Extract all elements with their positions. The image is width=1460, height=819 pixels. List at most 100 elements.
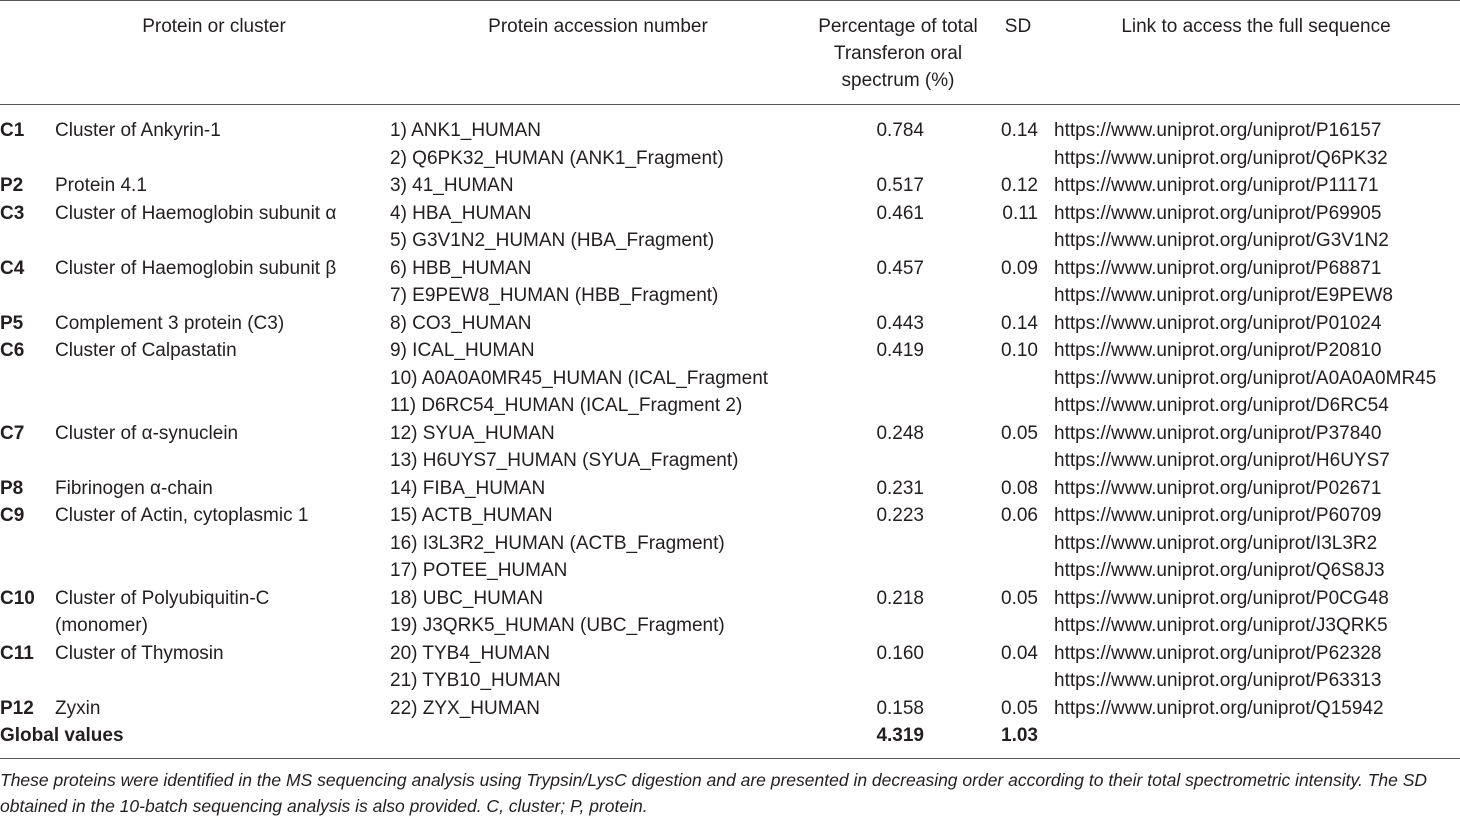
protein-name: Cluster of Haemoglobin subunit α (55, 202, 337, 224)
accession-number: 9) ICAL_HUMAN (390, 340, 535, 361)
protein-name: Cluster of Calpastatin (55, 340, 237, 361)
sd-value: 0.09 (1001, 257, 1038, 279)
sequence-link: https://www.uniprot.org/uniprot/P37840 (1054, 422, 1382, 444)
percentage-value: 0.231 (876, 477, 924, 499)
accession-number: 12) SYUA_HUMAN (390, 422, 555, 444)
sd-value: 0.14 (1001, 312, 1038, 334)
accession-number: 19) J3QRK5_HUMAN (UBC_Fragment) (390, 615, 725, 636)
sd-value: 0.05 (1001, 697, 1038, 719)
sequence-link: https://www.uniprot.org/uniprot/P01024 (1054, 312, 1382, 334)
accession-number: 2) Q6PK32_HUMAN (ANK1_Fragment) (390, 147, 724, 169)
sequence-link: https://www.uniprot.org/uniprot/P62328 (1054, 642, 1382, 664)
percentage-value: 0.160 (876, 642, 924, 664)
sequence-link: https://www.uniprot.org/uniprot/P0CG48 (1054, 587, 1389, 609)
sequence-link: https://www.uniprot.org/uniprot/E9PEW8 (1054, 285, 1393, 306)
protein-name: Cluster of Ankyrin-1 (55, 120, 221, 141)
sd-value: 0.08 (1001, 477, 1038, 499)
row-code: C10 (0, 587, 35, 609)
global-percentage: 4.319 (876, 725, 924, 746)
sd-value: 0.10 (1001, 340, 1038, 361)
sequence-link: https://www.uniprot.org/uniprot/P11171 (1054, 175, 1379, 196)
percentage-value: 0.218 (876, 587, 924, 609)
protein-name: Cluster of Actin, cytoplasmic 1 (55, 505, 309, 526)
accession-number: 16) I3L3R2_HUMAN (ACTB_Fragment) (390, 532, 725, 554)
accession-number: 17) POTEE_HUMAN (390, 560, 568, 581)
protein-name: Fibrinogen α-chain (55, 477, 213, 499)
sequence-link: https://www.uniprot.org/uniprot/P69905 (1054, 202, 1382, 224)
sequence-link: https://www.uniprot.org/uniprot/P60709 (1054, 505, 1382, 526)
protein-name: Cluster of Thymosin (55, 642, 224, 664)
accession-number: 22) ZYX_HUMAN (390, 697, 540, 719)
bottom-rule (0, 758, 1460, 759)
protein-name: (monomer) (55, 615, 148, 636)
sequence-link: https://www.uniprot.org/uniprot/I3L3R2 (1054, 532, 1378, 554)
header-rule (0, 104, 1460, 105)
sd-value: 0.11 (1002, 202, 1038, 224)
top-rule (0, 0, 1460, 1)
sequence-link: https://www.uniprot.org/uniprot/P20810 (1054, 340, 1382, 361)
protein-name: Zyxin (55, 697, 101, 719)
protein-name: Protein 4.1 (55, 175, 147, 196)
protein-name: Cluster of α-synuclein (55, 422, 239, 444)
global-values-label: Global values (0, 725, 124, 746)
accession-number: 18) UBC_HUMAN (390, 587, 544, 609)
accession-number: 6) HBB_HUMAN (390, 257, 532, 279)
protein-name: Complement 3 protein (C3) (55, 312, 285, 334)
sequence-link: https://www.uniprot.org/uniprot/J3QRK5 (1054, 615, 1388, 636)
percentage-value: 0.517 (876, 175, 924, 196)
row-code: P2 (0, 175, 24, 196)
accession-number: 14) FIBA_HUMAN (390, 477, 546, 499)
accession-number: 7) E9PEW8_HUMAN (HBB_Fragment) (390, 285, 719, 306)
sequence-link: https://www.uniprot.org/uniprot/H6UYS7 (1054, 450, 1390, 471)
protein-name: Cluster of Haemoglobin subunit β (55, 257, 337, 279)
accession-number: 8) CO3_HUMAN (390, 312, 532, 334)
sd-value: 0.12 (1001, 175, 1038, 196)
accession-number: 5) G3V1N2_HUMAN (HBA_Fragment) (390, 230, 715, 251)
sequence-link: https://www.uniprot.org/uniprot/P68871 (1054, 257, 1382, 279)
header-percentage: Percentage of total Transferon oral spec… (818, 16, 978, 91)
sd-value: 0.04 (1001, 642, 1038, 664)
sequence-link: https://www.uniprot.org/uniprot/P16157 (1054, 120, 1382, 141)
sd-value: 0.05 (1001, 422, 1038, 444)
row-code: C1 (0, 120, 25, 141)
sd-value: 0.05 (1001, 587, 1038, 609)
accession-number: 15) ACTB_HUMAN (390, 505, 553, 526)
sd-value: 0.14 (1001, 120, 1038, 141)
row-code: C3 (0, 202, 25, 224)
sequence-link: https://www.uniprot.org/uniprot/D6RC54 (1054, 395, 1389, 416)
accession-number: 13) H6UYS7_HUMAN (SYUA_Fragment) (390, 450, 739, 471)
accession-number: 21) TYB10_HUMAN (390, 670, 561, 691)
row-code: C7 (0, 422, 25, 444)
sequence-link: https://www.uniprot.org/uniprot/P63313 (1054, 670, 1382, 691)
sd-value: 0.06 (1001, 505, 1038, 526)
sequence-link: https://www.uniprot.org/uniprot/P02671 (1054, 477, 1382, 499)
row-code: P12 (0, 697, 34, 719)
accession-number: 1) ANK1_HUMAN (390, 120, 541, 141)
row-code: P5 (0, 312, 24, 334)
row-code: C11 (0, 642, 34, 664)
sequence-link: https://www.uniprot.org/uniprot/G3V1N2 (1054, 230, 1389, 251)
global-sd: 1.03 (1001, 725, 1038, 746)
row-code: C6 (0, 340, 25, 361)
percentage-value: 0.461 (876, 202, 924, 224)
row-code: P8 (0, 477, 24, 499)
sequence-link: https://www.uniprot.org/uniprot/Q6S8J3 (1054, 560, 1385, 581)
percentage-value: 0.419 (876, 340, 924, 361)
protein-name: Cluster of Polyubiquitin-C (55, 587, 270, 609)
row-code: C4 (0, 257, 25, 279)
percentage-value: 0.457 (876, 257, 924, 279)
sequence-link: https://www.uniprot.org/uniprot/Q15942 (1054, 697, 1384, 719)
accession-number: 3) 41_HUMAN (390, 175, 514, 196)
header-accession: Protein accession number (488, 16, 708, 37)
sequence-link: https://www.uniprot.org/uniprot/Q6PK32 (1054, 147, 1388, 169)
percentage-value: 0.158 (876, 697, 924, 719)
percentage-value: 0.443 (876, 312, 924, 334)
row-code: C9 (0, 505, 25, 526)
header-link: Link to access the full sequence (1121, 16, 1391, 37)
percentage-value: 0.223 (876, 505, 924, 526)
accession-number: 20) TYB4_HUMAN (390, 642, 551, 664)
sequence-link: https://www.uniprot.org/uniprot/A0A0A0MR… (1054, 367, 1437, 389)
percentage-value: 0.248 (876, 422, 924, 444)
accession-number: 11) D6RC54_HUMAN (ICAL_Fragment 2) (390, 395, 743, 416)
accession-number: 10) A0A0A0MR45_HUMAN (ICAL_Fragment (390, 367, 769, 389)
